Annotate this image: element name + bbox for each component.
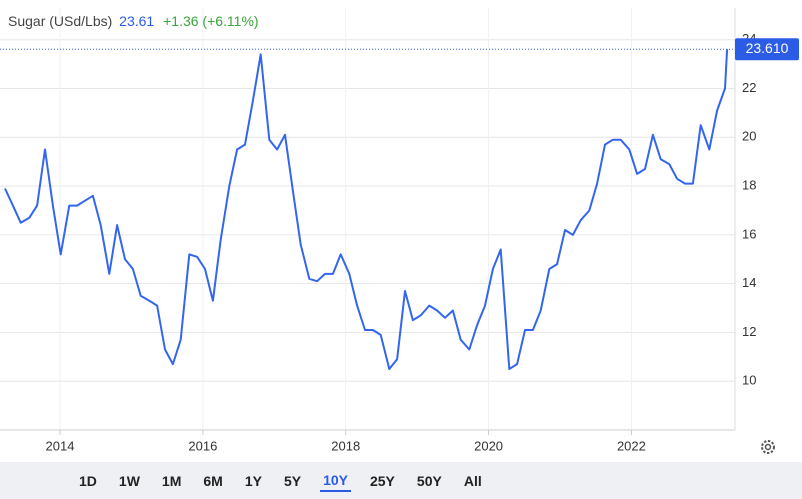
last-price-label: 23.610 xyxy=(746,40,789,56)
range-button[interactable]: 1W xyxy=(118,472,140,489)
price-line xyxy=(4,49,729,370)
last-price-box xyxy=(735,38,799,61)
y-tick-label: 12 xyxy=(742,324,756,339)
range-button[interactable]: 25Y xyxy=(369,472,395,489)
x-tick-label: 2022 xyxy=(617,438,646,453)
range-button[interactable]: 1D xyxy=(79,472,97,489)
title: Sugar (USd/Lbs) xyxy=(8,13,113,29)
chart: 10121416182022242014201620182020202223.6… xyxy=(0,8,799,454)
y-tick-label: 18 xyxy=(742,178,756,193)
header: Sugar (USd/Lbs) 23.61 +1.36 (+6.11%) xyxy=(8,13,259,29)
change: +1.36 (+6.11%) xyxy=(163,13,259,29)
y-tick-label: 20 xyxy=(742,129,756,144)
range-button[interactable]: 6M xyxy=(203,472,223,489)
x-tick-label: 2020 xyxy=(474,438,503,453)
gear-hub[interactable] xyxy=(764,443,772,451)
range-button[interactable]: 50Y xyxy=(416,472,442,489)
y-tick-label: 10 xyxy=(742,373,756,388)
price: 23.61 xyxy=(119,13,155,29)
settings-icon[interactable] xyxy=(761,440,775,454)
range-button[interactable]: 5Y xyxy=(283,472,302,489)
range-bar: 1D 1W 1M 6M 1Y 5Y 10Y 25Y 50Y All xyxy=(0,462,802,499)
range-button[interactable]: 1M xyxy=(161,472,182,489)
x-tick-label: 2014 xyxy=(46,438,75,453)
range-button[interactable]: All xyxy=(463,472,482,489)
x-tick-label: 2018 xyxy=(331,438,360,453)
range-button[interactable]: 1Y xyxy=(244,472,262,489)
y-tick-label: 22 xyxy=(742,80,756,95)
range-button[interactable]: 10Y xyxy=(320,470,351,492)
y-tick-label: 16 xyxy=(742,226,756,241)
gear[interactable] xyxy=(761,440,775,454)
y-tick-label: 14 xyxy=(742,275,756,290)
x-tick-label: 2016 xyxy=(188,438,217,453)
